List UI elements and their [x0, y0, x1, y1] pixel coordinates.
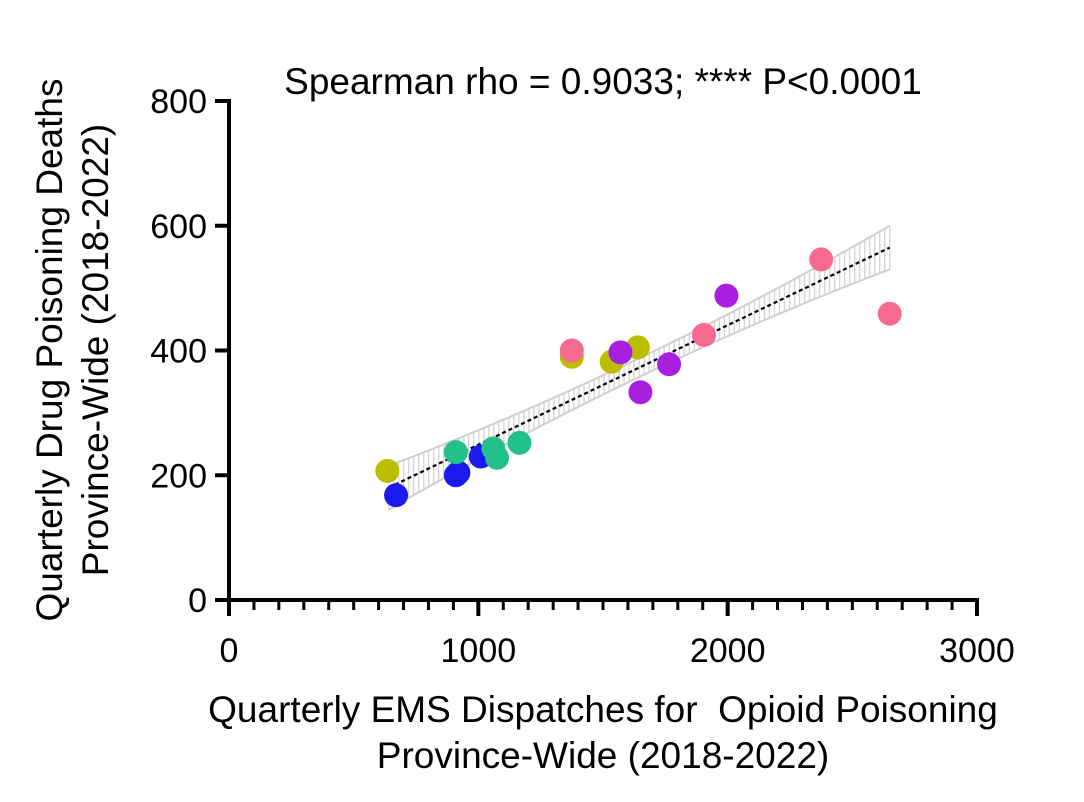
- chart-title: Spearman rho = 0.9033; **** P<0.0001: [284, 61, 922, 102]
- x-tick-label: 0: [220, 632, 239, 670]
- y-tick-label: 400: [150, 333, 207, 371]
- x-tick-label: 2000: [690, 632, 766, 670]
- x-axis-title-line: Quarterly EMS Dispatches for Opioid Pois…: [208, 689, 998, 730]
- data-point: [714, 283, 739, 308]
- data-points: [375, 247, 902, 508]
- series-2020: [443, 430, 532, 470]
- y-tick-label: 200: [150, 457, 207, 495]
- y-axis-title-line: Quarterly Drug Poisoning Deaths: [29, 79, 70, 622]
- y-axis-title: Quarterly Drug Poisoning Deaths Province-…: [29, 79, 116, 622]
- series-2018: [375, 335, 650, 483]
- data-point: [657, 352, 682, 377]
- data-point: [507, 430, 532, 455]
- data-point: [608, 340, 633, 365]
- y-tick-label: 0: [188, 582, 207, 620]
- data-point: [559, 338, 584, 363]
- data-point: [443, 440, 468, 465]
- data-point: [375, 458, 400, 483]
- data-point: [691, 322, 716, 347]
- data-point: [877, 301, 902, 326]
- x-axis-title: Quarterly EMS Dispatches for Opioid Pois…: [208, 689, 998, 776]
- y-tick-label: 800: [150, 83, 207, 121]
- x-tick-label: 3000: [939, 632, 1015, 670]
- data-point: [628, 380, 653, 405]
- y-axis-title-line: Province-Wide (2018-2022): [75, 124, 116, 576]
- x-axis-title-line: Province-Wide (2018-2022): [377, 735, 829, 776]
- series-2019: [384, 444, 493, 508]
- regression-line: [388, 246, 891, 489]
- series-2022: [559, 247, 902, 363]
- data-point: [384, 483, 409, 508]
- data-point: [446, 460, 471, 485]
- x-tick-label: 1000: [441, 632, 517, 670]
- data-point: [809, 247, 834, 272]
- y-tick-label: 600: [150, 208, 207, 246]
- data-point: [485, 445, 510, 470]
- regression-line-group: [388, 246, 891, 489]
- series-2021: [608, 283, 739, 405]
- axes: 0 200 400 600 800 0 1000 2000 3000: [150, 83, 1015, 670]
